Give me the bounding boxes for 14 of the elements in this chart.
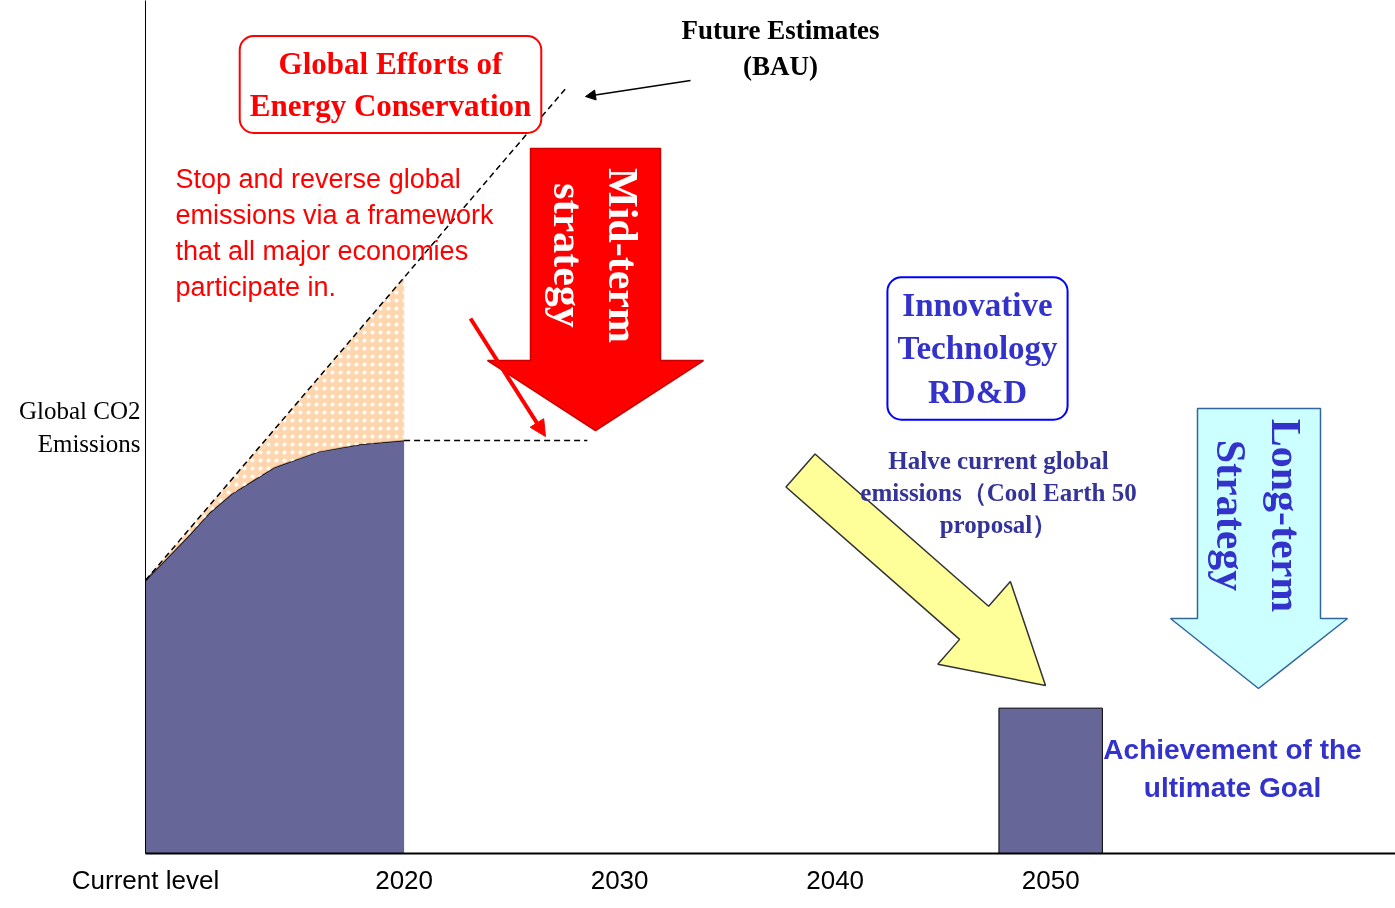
x-tick-label: 2020 [375,864,434,895]
x-tick-label: 2050 [1021,864,1080,895]
x-tick-label: Current level [71,864,220,895]
x-tick-label: 2040 [806,864,865,895]
annotation: Halve current global emissions（Cool Earth 50 proposal） [860,446,1137,539]
annotation: Stop and reverse global emissions via a framework that all major economies participate in. [175,163,495,302]
text: Future Estimates (BAU) [681,14,880,81]
y-axis-title: Global CO2 Emissions [18,397,141,457]
annotation: Global Efforts of Energy Conservation [249,46,532,123]
annotation: Mid-term strategy [544,168,647,343]
x-tick-label: 2030 [590,864,649,895]
annotation: Long-term Strategy [1207,418,1310,613]
annotation: Innovative Technology RD&D [897,287,1059,410]
annotation: Achievement of the ultimate Goal [1103,734,1362,803]
